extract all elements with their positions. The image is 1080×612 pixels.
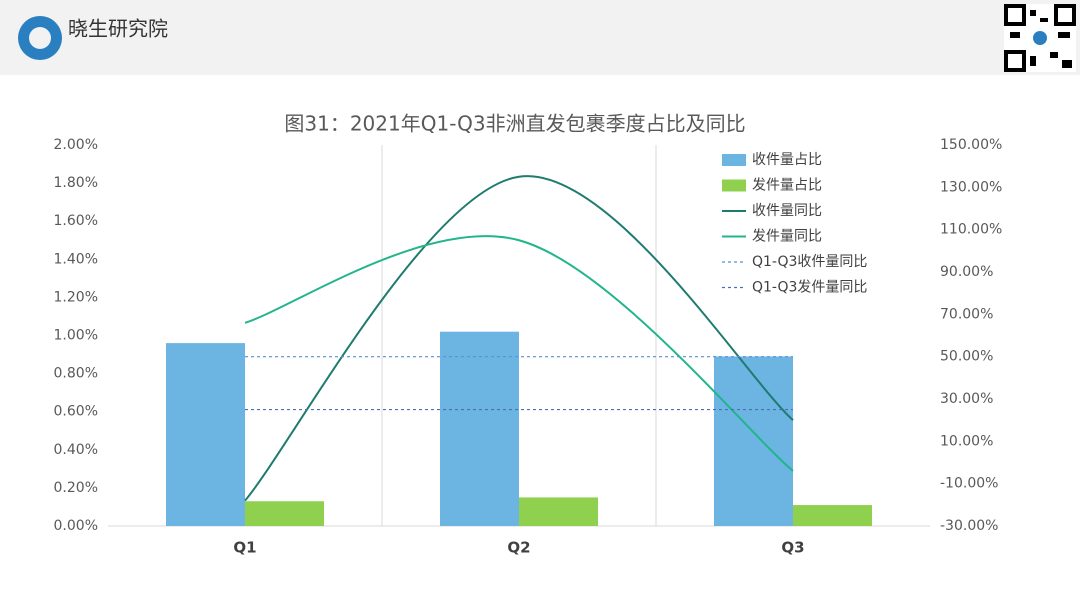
y2-tick-label: 10.00% (940, 433, 993, 449)
y2-tick-label: -30.00% (940, 518, 998, 534)
header-band (0, 0, 1080, 75)
legend-label: 发件量占比 (752, 178, 822, 194)
y-tick-label: 1.80% (54, 175, 98, 191)
y-tick-label: 0.80% (54, 366, 98, 382)
legend-label: 收件量同比 (752, 203, 822, 219)
y-tick-label: 0.60% (54, 404, 98, 420)
line (244, 235, 794, 472)
y2-tick-label: 30.00% (940, 391, 993, 407)
y2-tick-label: 70.00% (940, 306, 993, 322)
qr-code (1004, 4, 1076, 72)
legend-swatch (722, 154, 746, 166)
bar (714, 356, 793, 526)
line (244, 175, 794, 502)
y2-tick-label: 150.00% (940, 137, 1002, 153)
bar (440, 331, 519, 526)
legend-label: Q1-Q3收件量同比 (752, 254, 867, 270)
bar (166, 343, 245, 526)
bar (793, 505, 872, 526)
y-tick-label: 0.40% (54, 442, 98, 458)
y-tick-label: 2.00% (54, 137, 98, 153)
legend-label: 发件量同比 (752, 229, 822, 245)
y-tick-label: 1.00% (54, 328, 98, 344)
x-tick-label: Q1 (233, 539, 256, 557)
legend-label: Q1-Q3发件量同比 (752, 280, 867, 296)
y2-tick-label: -10.00% (940, 476, 998, 492)
y2-tick-label: 130.00% (940, 179, 1002, 195)
y-tick-label: 1.60% (54, 213, 98, 229)
y2-tick-label: 110.00% (940, 222, 1002, 238)
legend-label: 收件量占比 (752, 152, 822, 168)
y-tick-label: 0.20% (54, 480, 98, 496)
bar (519, 497, 598, 526)
y-tick-label: 1.20% (54, 289, 98, 305)
y-tick-label: 1.40% (54, 251, 98, 267)
logo-inner (29, 27, 51, 49)
brand: 晓生研究院 (68, 17, 168, 41)
chart-title: 图31：2021年Q1-Q3非洲直发包裹季度占比及同比 (284, 112, 745, 136)
legend-swatch (722, 179, 746, 192)
y2-tick-label: 90.00% (940, 264, 993, 280)
y-tick-label: 0.00% (54, 518, 98, 534)
x-tick-label: Q2 (507, 539, 530, 557)
y2-tick-label: 50.00% (940, 349, 993, 365)
bar (245, 501, 324, 526)
x-tick-label: Q3 (781, 539, 804, 557)
